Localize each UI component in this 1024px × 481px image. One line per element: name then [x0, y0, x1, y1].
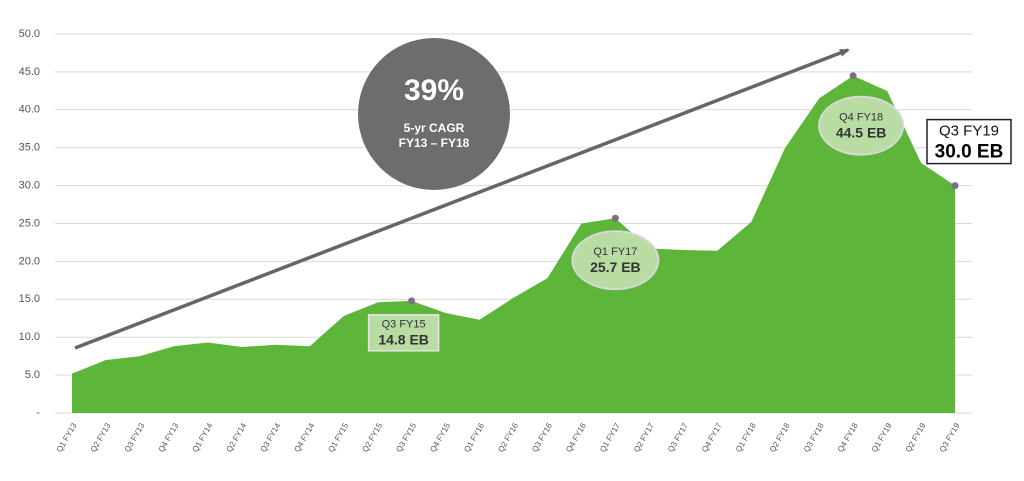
y-tick-label: 40.0 [19, 104, 40, 116]
x-tick-label: Q2 FY13 [89, 421, 113, 454]
y-tick-label: 25.0 [19, 217, 40, 229]
x-tick-label: Q4 FY16 [564, 421, 588, 454]
x-tick-label: Q3 FY15 [394, 421, 418, 454]
x-tick-label: Q1 FY16 [462, 421, 486, 454]
callout-category: Q3 FY19 [939, 123, 999, 140]
x-tick-label: Q2 FY17 [632, 421, 656, 454]
x-tick-label: Q3 FY14 [259, 421, 283, 454]
callout-bubble [571, 230, 660, 291]
x-tick-label: Q1 FY18 [734, 421, 758, 454]
x-tick-label: Q1 FY15 [326, 421, 350, 454]
y-tick-label: 50.0 [19, 28, 40, 40]
callout-category: Q3 FY15 [382, 319, 426, 331]
point-marker [849, 72, 857, 80]
data-label: 25.7 EB [590, 259, 641, 275]
x-tick-label: Q3 FY18 [802, 421, 826, 454]
cagr-badge [358, 38, 510, 190]
x-tick-label: Q3 FY19 [938, 421, 962, 454]
x-tick-label: Q2 FY15 [360, 421, 384, 454]
y-tick-label: 30.0 [19, 180, 40, 192]
y-tick-label: 10.0 [19, 331, 40, 343]
x-tick-label: Q4 FY18 [836, 421, 860, 454]
callout-category: Q1 FY17 [593, 246, 637, 258]
x-tick-label: Q2 FY19 [904, 421, 928, 454]
point-marker [408, 297, 416, 305]
data-label: 44.5 EB [836, 124, 887, 140]
x-tick-label: Q2 FY14 [225, 421, 249, 454]
x-tick-label: Q4 FY13 [157, 421, 181, 454]
x-tick-label: Q2 FY18 [768, 421, 792, 454]
x-tick-label: Q3 FY16 [530, 421, 554, 454]
callout-bubble [818, 95, 905, 156]
y-tick-label: 20.0 [19, 255, 40, 267]
x-tick-label: Q2 FY16 [496, 421, 520, 454]
point-marker [611, 214, 619, 222]
x-tick-label: Q3 FY17 [666, 421, 690, 454]
y-tick-label: 5.0 [25, 369, 40, 381]
data-label: 14.8 EB [378, 332, 429, 348]
callout-category: Q4 FY18 [839, 112, 883, 124]
y-tick-label: - [36, 407, 40, 419]
x-tick-label: Q1 FY19 [870, 421, 894, 454]
x-tick-label: Q4 FY14 [292, 421, 316, 454]
y-tick-label: 35.0 [19, 142, 40, 154]
x-tick-label: Q1 FY17 [598, 421, 622, 454]
callout-bubble [367, 314, 440, 352]
callout-box [926, 118, 1012, 165]
data-label: 30.0 EB [935, 142, 1004, 163]
cagr-caption: 5-yr CAGR [404, 121, 465, 135]
y-tick-label: 45.0 [19, 66, 40, 78]
x-tick-label: Q3 FY13 [123, 421, 147, 454]
area [72, 75, 955, 413]
cagr-period: FY13 – FY18 [399, 136, 470, 150]
cagr-value: 39% [404, 74, 464, 107]
point-marker [951, 182, 959, 190]
y-tick-label: 15.0 [19, 293, 40, 305]
trend-arrow [74, 48, 850, 350]
x-tick-label: Q4 FY17 [700, 421, 724, 454]
x-tick-label: Q4 FY15 [428, 421, 452, 454]
x-tick-label: Q1 FY13 [55, 421, 79, 454]
x-tick-label: Q1 FY14 [191, 421, 215, 454]
